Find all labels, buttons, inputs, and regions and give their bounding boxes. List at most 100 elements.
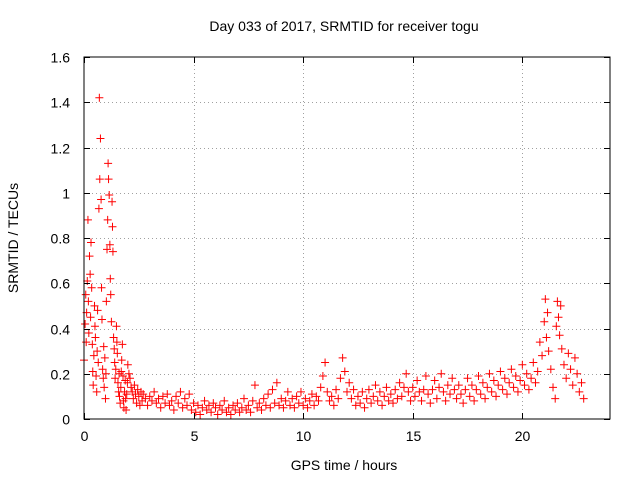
data-point [103, 245, 112, 254]
data-point [261, 401, 270, 410]
data-point [86, 313, 95, 322]
data-point [135, 401, 144, 410]
data-point [116, 383, 125, 392]
data-point [540, 317, 549, 326]
data-point [110, 358, 119, 367]
data-point [130, 381, 139, 390]
data-point [118, 340, 127, 349]
data-point [347, 394, 356, 403]
data-point [169, 405, 178, 414]
data-point [244, 401, 253, 410]
axis-ticks [84, 57, 610, 420]
data-point [384, 396, 393, 405]
data-point [84, 329, 93, 338]
data-point [145, 392, 154, 401]
data-point [489, 376, 498, 385]
data-point [272, 378, 281, 387]
data-point [257, 405, 266, 414]
data-point [450, 385, 459, 394]
data-point [362, 394, 371, 403]
x-axis-title: GPS time / hours [291, 457, 398, 473]
data-point [538, 351, 547, 360]
data-point [183, 401, 192, 410]
data-point [120, 387, 129, 396]
data-point [474, 372, 483, 381]
data-point [432, 394, 441, 403]
data-point [518, 360, 527, 369]
data-point [105, 240, 114, 249]
data-point [404, 387, 413, 396]
data-point [290, 403, 299, 412]
data-point [237, 403, 246, 412]
data-point [161, 399, 170, 408]
data-point [345, 378, 354, 387]
data-point [86, 270, 95, 279]
data-point [579, 394, 588, 403]
data-point [419, 385, 428, 394]
y-tick-label: 0.6 [51, 276, 71, 292]
data-point [426, 399, 435, 408]
data-point [452, 394, 461, 403]
data-point [246, 408, 255, 417]
data-point [106, 274, 115, 283]
data-point [112, 338, 121, 347]
data-point [213, 410, 222, 419]
data-points [80, 93, 588, 419]
tick-labels: 0 0.2 0.4 0.6 0.8 1 1.2 1.4 1.6 0 5 10 15 20 [51, 50, 531, 445]
data-point [264, 390, 273, 399]
data-point [180, 394, 189, 403]
data-point [119, 403, 128, 412]
data-point [286, 401, 295, 410]
data-point [500, 374, 509, 383]
data-point [275, 401, 284, 410]
data-point [325, 396, 334, 405]
data-point [437, 369, 446, 378]
data-point [108, 197, 117, 206]
data-point [476, 390, 485, 399]
data-point [134, 392, 143, 401]
data-point [91, 333, 100, 342]
data-point [478, 378, 487, 387]
data-point [435, 383, 444, 392]
data-point [570, 353, 579, 362]
data-point [259, 394, 268, 403]
x-tick-label: 5 [191, 428, 199, 444]
data-point [87, 238, 96, 247]
data-point [89, 351, 98, 360]
data-point [406, 396, 415, 405]
data-point [323, 387, 332, 396]
data-point [101, 369, 110, 378]
data-point [524, 385, 533, 394]
data-point [369, 392, 378, 401]
data-point [81, 290, 90, 299]
data-point [204, 401, 213, 410]
data-point [522, 369, 531, 378]
data-point [113, 378, 122, 387]
data-point [496, 367, 505, 376]
data-point [105, 191, 114, 200]
data-point [94, 358, 103, 367]
data-point [101, 394, 110, 403]
data-point [163, 390, 172, 399]
data-point [502, 390, 511, 399]
data-point [516, 376, 525, 385]
data-point [575, 387, 584, 396]
data-point [542, 333, 551, 342]
data-point [382, 383, 391, 392]
data-point [443, 381, 452, 390]
data-point [281, 396, 290, 405]
data-point [139, 390, 148, 399]
data-point [94, 204, 103, 213]
data-point [279, 403, 288, 412]
data-point [334, 394, 343, 403]
data-point [399, 383, 408, 392]
data-point [356, 399, 365, 408]
data-point [226, 410, 235, 419]
data-point [292, 392, 301, 401]
data-point [231, 405, 240, 414]
data-point [82, 338, 91, 347]
data-point [111, 374, 120, 383]
data-point [222, 408, 231, 417]
y-tick-label: 1.4 [51, 95, 71, 111]
data-point [123, 378, 132, 387]
